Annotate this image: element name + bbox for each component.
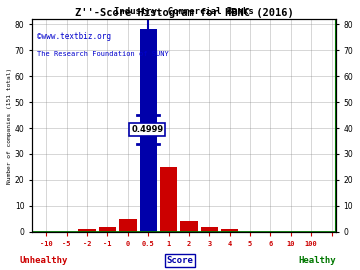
Bar (201, 227, 218, 232)
Text: 0.4999: 0.4999 (131, 125, 163, 134)
Text: Healthy: Healthy (298, 256, 336, 265)
Text: The Research Foundation of SUNY: The Research Foundation of SUNY (37, 51, 168, 57)
Bar (221, 229, 238, 232)
Title: Z''-Score Histogram for HBNC (2016): Z''-Score Histogram for HBNC (2016) (75, 8, 293, 18)
Bar (160, 167, 177, 232)
Text: ©www.textbiz.org: ©www.textbiz.org (37, 32, 111, 41)
Text: Unhealthy: Unhealthy (19, 256, 67, 265)
Text: Industry: Commercial Banks: Industry: Commercial Banks (114, 7, 254, 16)
Bar (180, 221, 198, 232)
Text: Score: Score (167, 256, 193, 265)
Bar (78, 229, 96, 232)
Bar (99, 227, 116, 232)
Bar (119, 219, 136, 232)
Y-axis label: Number of companies (151 total): Number of companies (151 total) (7, 67, 12, 184)
Bar (140, 29, 157, 232)
